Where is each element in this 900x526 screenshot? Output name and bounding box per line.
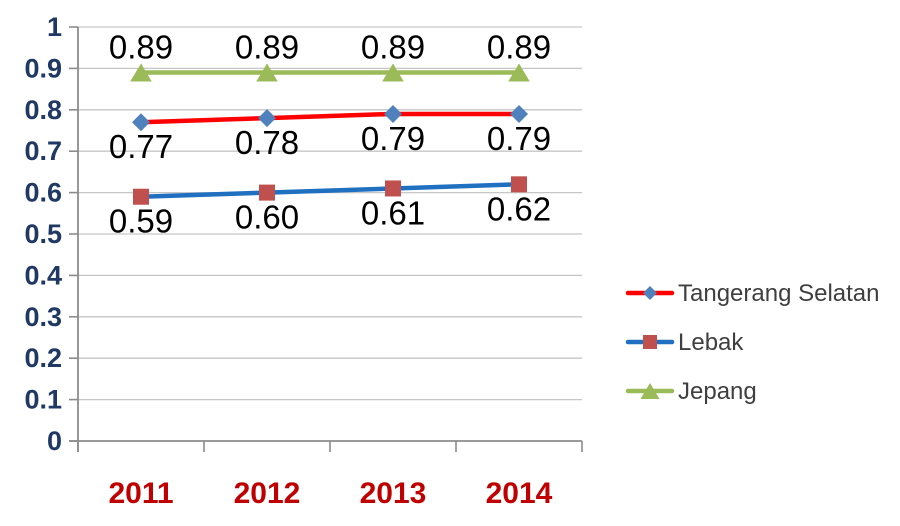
x-tick-label: 2013 bbox=[360, 477, 427, 510]
y-tick-label: 0.5 bbox=[24, 219, 62, 249]
y-tick-label: 0.4 bbox=[24, 260, 62, 290]
y-tick-label: 0.2 bbox=[24, 343, 62, 373]
legend-item-tangerang-selatan: Tangerang Selatan bbox=[625, 280, 880, 307]
y-tick-label: 0 bbox=[47, 426, 62, 456]
y-tick-label: 0.6 bbox=[24, 178, 62, 208]
y-tick-label: 0.3 bbox=[24, 302, 62, 332]
series-jepang: 0.89 0.89 0.89 0.89 bbox=[109, 29, 551, 82]
square-marker bbox=[385, 180, 401, 197]
legend-diamond-marker bbox=[643, 286, 657, 300]
x-tick-label: 2011 bbox=[108, 477, 173, 510]
y-tick-label: 0.7 bbox=[24, 136, 62, 166]
square-marker bbox=[511, 176, 527, 193]
legend-label: Tangerang Selatan bbox=[678, 280, 880, 307]
y-tick-label: 0.9 bbox=[24, 53, 62, 83]
square-marker bbox=[259, 184, 275, 201]
legend-item-jepang: Jepang bbox=[625, 378, 757, 405]
series-line bbox=[138, 182, 522, 199]
data-label: 0.79 bbox=[487, 120, 551, 157]
triangle-marker bbox=[508, 63, 530, 82]
data-label: 0.78 bbox=[235, 124, 299, 161]
y-tick-label: 1 bbox=[47, 12, 62, 42]
triangle-marker bbox=[382, 63, 404, 82]
data-label: 0.62 bbox=[487, 190, 551, 227]
legend-label: Lebak bbox=[678, 329, 744, 356]
legend-square-marker bbox=[643, 335, 657, 349]
data-label: 0.89 bbox=[235, 29, 299, 66]
diamond-marker bbox=[258, 109, 276, 128]
diamond-marker bbox=[384, 104, 402, 123]
data-label: 0.89 bbox=[361, 29, 425, 66]
legend-triangle-marker bbox=[640, 383, 660, 399]
data-label: 0.59 bbox=[109, 203, 173, 240]
legend-label: Jepang bbox=[678, 378, 757, 405]
legend-item-lebak: Lebak bbox=[625, 329, 744, 356]
diamond-marker bbox=[510, 104, 528, 123]
series-tangerang-selatan: 0.77 0.78 0.79 0.79 bbox=[109, 104, 551, 165]
triangle-marker bbox=[130, 63, 152, 82]
data-label: 0.77 bbox=[109, 128, 173, 165]
series-lebak: 0.59 0.60 0.61 0.62 bbox=[109, 176, 551, 240]
data-label: 0.60 bbox=[235, 199, 299, 236]
triangle-marker bbox=[256, 63, 278, 82]
data-label: 0.89 bbox=[109, 29, 173, 66]
square-marker bbox=[133, 188, 149, 205]
y-tick-label: 0.8 bbox=[24, 95, 62, 125]
data-label: 0.61 bbox=[361, 194, 425, 231]
x-tick-label: 2014 bbox=[486, 477, 553, 510]
x-tick-label: 2012 bbox=[234, 477, 301, 510]
y-tick-label: 0.1 bbox=[24, 385, 62, 415]
series-line bbox=[138, 111, 522, 125]
diamond-marker bbox=[132, 113, 150, 132]
data-label: 0.79 bbox=[361, 120, 425, 157]
data-label: 0.89 bbox=[487, 29, 551, 66]
legend: Tangerang Selatan Lebak Jepang bbox=[625, 280, 880, 405]
